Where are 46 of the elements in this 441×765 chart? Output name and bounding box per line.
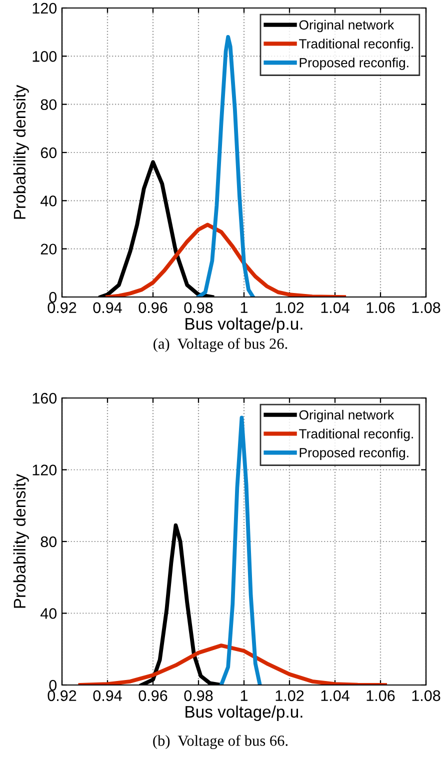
- x-tick-label: 0.96: [138, 302, 168, 314]
- y-tick-label: 0: [49, 680, 57, 691]
- y-tick-label: 80: [40, 99, 57, 110]
- y-axis-title: Probability density: [13, 84, 29, 219]
- text: (b) Voltage of bus 66.: [153, 734, 288, 750]
- x-tick-label: 1.04: [321, 690, 350, 702]
- y-tick-label: 160: [32, 392, 57, 404]
- y-tick-label: 40: [40, 196, 57, 206]
- y-tick-label: 120: [32, 2, 57, 14]
- line-series: [219, 416, 262, 685]
- x-tick-label: 1.02: [276, 690, 304, 702]
- legend-label: Proposed reconfig.: [300, 58, 408, 70]
- x-tick-label: 0.92: [48, 690, 76, 702]
- y-tick-label: 120: [32, 464, 57, 476]
- legend-label: Original network: [299, 20, 394, 32]
- x-axis-title: Bus voltage/p.u.: [186, 317, 302, 334]
- line-series: [106, 222, 346, 297]
- y-tick-label: 60: [40, 147, 57, 158]
- legend-label: Original network: [299, 410, 394, 422]
- legend-label: Traditional reconfig.: [299, 38, 413, 52]
- x-tick-label: 1.06: [366, 690, 395, 702]
- x-tick-label: 1.02: [276, 302, 304, 314]
- legend-label: Traditional reconfig.: [299, 428, 413, 442]
- y-tick-label: 20: [40, 244, 57, 255]
- x-tick-label: 0.98: [184, 302, 213, 314]
- x-tick-label: 0.92: [48, 302, 76, 314]
- legend-label: Proposed reconfig.: [300, 448, 408, 460]
- y-tick-label: 80: [40, 536, 57, 548]
- x-tick-label: 1.06: [366, 302, 395, 314]
- y-tick-label: 0: [49, 292, 57, 303]
- y-tick-label: 40: [40, 608, 57, 619]
- line-series: [196, 34, 256, 297]
- x-tick-label: 1.04: [321, 302, 350, 314]
- x-tick-label: 1: [240, 690, 248, 701]
- y-tick-label: 100: [32, 51, 57, 62]
- y-axis-title: Probability density: [13, 474, 29, 608]
- x-tick-label: 1.08: [412, 690, 440, 702]
- x-axis-title: Bus voltage/p.u.: [186, 705, 302, 722]
- x-tick-label: 0.96: [138, 690, 168, 702]
- x-tick-label: 0.94: [93, 302, 122, 314]
- text: (a) Voltage of bus 26.: [154, 338, 288, 352]
- x-tick-label: 1: [240, 302, 248, 313]
- line-series: [78, 644, 387, 685]
- x-tick-label: 0.94: [93, 690, 122, 702]
- x-tick-label: 0.98: [184, 690, 213, 702]
- x-tick-label: 1.08: [412, 302, 440, 314]
